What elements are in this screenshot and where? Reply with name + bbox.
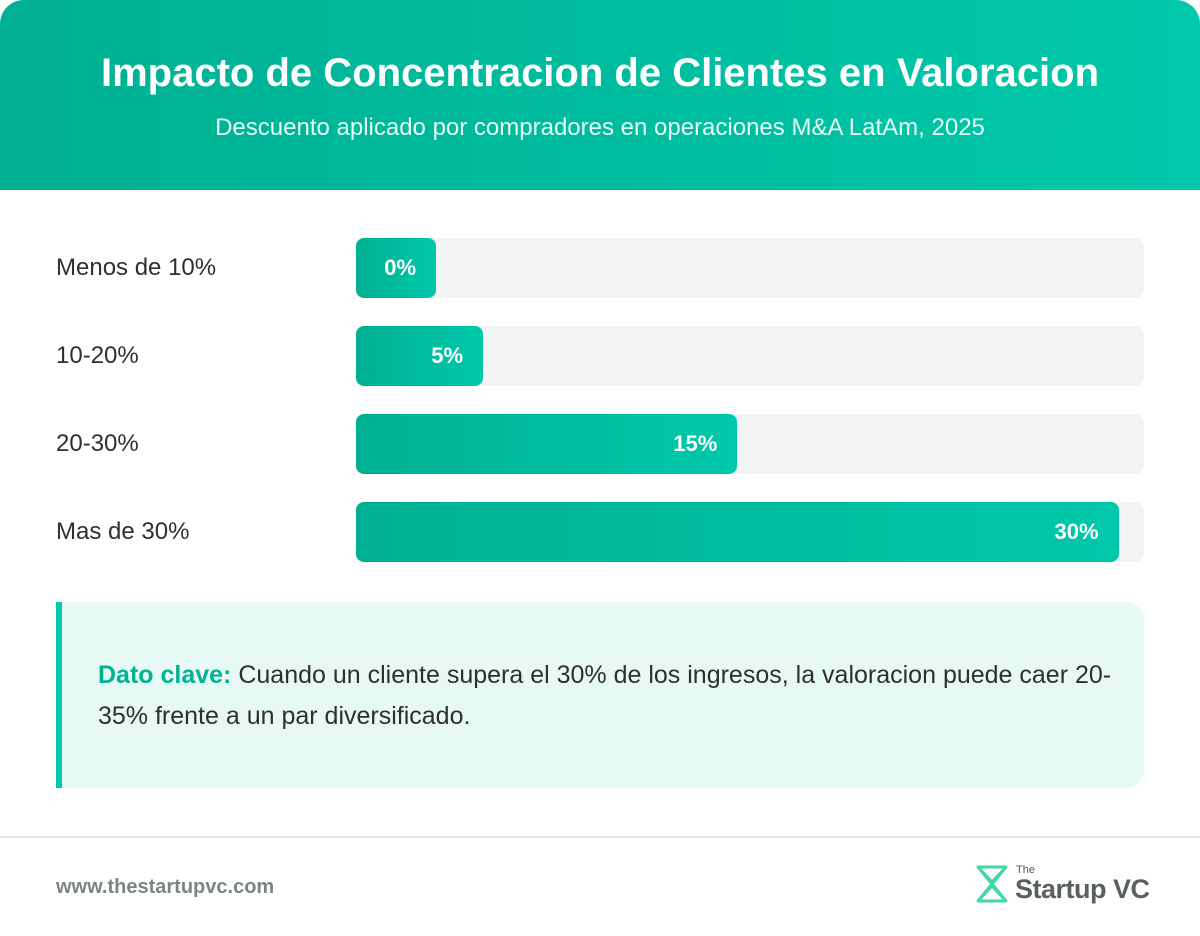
chart-title: Impacto de Concentracion de Clientes en …: [100, 51, 1100, 95]
category-label: Mas de 30%: [56, 518, 190, 545]
bar-value-label: 0%: [384, 255, 416, 280]
chart-subtitle: Descuento aplicado por compradores en op…: [215, 114, 985, 141]
bar-value-label: 5%: [431, 343, 464, 368]
startupvc-logo: The Startup VC: [974, 860, 1154, 910]
bar: [356, 414, 738, 474]
category-label: 10-20%: [56, 342, 139, 369]
bar: [356, 238, 436, 298]
bar-value-label: 30%: [1054, 519, 1099, 544]
category-label: 20-30%: [56, 430, 139, 457]
callout-body: Cuando un cliente supera el 30% de los i…: [98, 661, 1112, 730]
logo-the-text: The: [1016, 864, 1035, 876]
logo-name-text: Startup VC: [1015, 874, 1150, 904]
header-banner: Impacto de Concentracion de Clientes en …: [0, 0, 1200, 190]
bar-track: [356, 326, 1144, 386]
bar: [356, 502, 1119, 562]
bar-chart: Menos de 10% 0% 10-20% 5% 20-30% 15% Mas de 30…: [56, 238, 1144, 562]
footer-website-link[interactable]: www.thestartupvc.com: [56, 876, 275, 898]
startupvc-logo-icon: [976, 865, 1008, 903]
callout-text: Dato clave: Cuando un cliente supera el …: [98, 655, 1118, 737]
key-insight-callout: Dato clave: Cuando un cliente supera el …: [56, 602, 1144, 788]
bar-track: [356, 238, 1144, 298]
category-label: Menos de 10%: [56, 254, 217, 281]
bar: [356, 326, 484, 386]
footer-divider: [0, 836, 1200, 838]
callout-key-label: Dato clave:: [98, 661, 232, 689]
bar-value-label: 15%: [673, 431, 718, 456]
callout-accent-border: [56, 602, 62, 788]
